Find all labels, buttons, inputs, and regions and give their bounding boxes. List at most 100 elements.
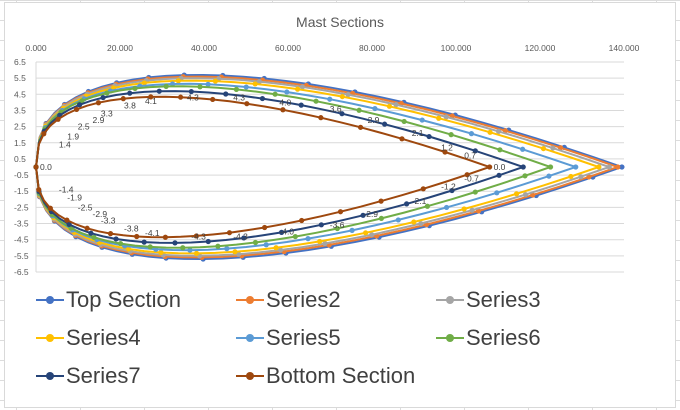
series-point[interactable]	[540, 145, 547, 152]
series-point[interactable]	[327, 96, 333, 102]
series-point[interactable]	[284, 89, 290, 95]
series-line[interactable]	[35, 79, 602, 255]
series-point[interactable]	[513, 191, 520, 197]
series-point[interactable]	[294, 86, 301, 92]
series-point[interactable]	[337, 209, 344, 215]
series-point[interactable]	[169, 81, 176, 87]
legend-item[interactable]: Bottom Section	[236, 362, 415, 390]
series-point[interactable]	[318, 115, 324, 121]
series-point[interactable]	[175, 78, 181, 84]
series-point[interactable]	[280, 107, 286, 113]
series-point[interactable]	[55, 116, 61, 122]
series-point[interactable]	[305, 236, 311, 242]
series-point[interactable]	[299, 217, 305, 224]
series-point[interactable]	[520, 164, 526, 170]
chart-legend[interactable]: Top Section Series2 Series3 Series4 Series5 S…	[36, 286, 636, 404]
series-point[interactable]	[395, 217, 401, 223]
series-point[interactable]	[259, 95, 266, 102]
series-point[interactable]	[360, 212, 366, 218]
series-point[interactable]	[520, 146, 526, 152]
series-point[interactable]	[411, 219, 417, 225]
series-point[interactable]	[378, 215, 384, 222]
series-point[interactable]	[418, 220, 424, 227]
series-point[interactable]	[113, 236, 119, 242]
series-point[interactable]	[66, 221, 72, 228]
series-point[interactable]	[76, 102, 83, 108]
series-point[interactable]	[298, 102, 304, 108]
series-point[interactable]	[619, 164, 625, 170]
series-point[interactable]	[386, 103, 393, 109]
series-point[interactable]	[64, 217, 70, 223]
series-point[interactable]	[401, 118, 407, 125]
series-point[interactable]	[399, 136, 405, 142]
series-point[interactable]	[424, 203, 430, 209]
series-point[interactable]	[141, 80, 147, 86]
series-point[interactable]	[404, 201, 410, 207]
series-point[interactable]	[95, 100, 102, 106]
series-point[interactable]	[263, 242, 269, 248]
series-point[interactable]	[127, 90, 133, 96]
series-point[interactable]	[273, 245, 279, 251]
series-point[interactable]	[606, 164, 612, 170]
series-point[interactable]	[100, 94, 106, 101]
series-point[interactable]	[252, 239, 259, 246]
series-point[interactable]	[172, 240, 178, 246]
series-point[interactable]	[156, 88, 162, 94]
series-point[interactable]	[443, 204, 450, 211]
series-point[interactable]	[36, 187, 42, 193]
series-point[interactable]	[586, 174, 592, 180]
series-point[interactable]	[147, 244, 153, 250]
series-point[interactable]	[132, 85, 138, 92]
series-point[interactable]	[382, 121, 388, 127]
series-point[interactable]	[193, 250, 200, 256]
series-point[interactable]	[356, 107, 362, 113]
series-point[interactable]	[442, 149, 448, 155]
series-point[interactable]	[277, 247, 284, 253]
legend-item[interactable]: Series7	[36, 362, 141, 390]
series-point[interactable]	[232, 249, 238, 255]
series-point[interactable]	[596, 164, 602, 170]
series-point[interactable]	[193, 233, 199, 239]
series-point[interactable]	[461, 206, 467, 212]
series-point[interactable]	[104, 90, 110, 96]
series-point[interactable]	[125, 246, 132, 252]
series-point[interactable]	[357, 124, 364, 130]
series-point[interactable]	[568, 173, 574, 180]
series-point[interactable]	[244, 101, 250, 107]
chart-area[interactable]	[4, 2, 676, 408]
series-point[interactable]	[522, 191, 529, 198]
series-point[interactable]	[252, 81, 258, 87]
series-point[interactable]	[369, 232, 375, 238]
series-point[interactable]	[322, 240, 328, 247]
series-point[interactable]	[120, 96, 126, 102]
series-point[interactable]	[215, 243, 221, 249]
series-point[interactable]	[349, 227, 355, 233]
series-point[interactable]	[256, 79, 262, 85]
legend-item[interactable]: Series2	[236, 286, 341, 314]
series-point[interactable]	[188, 88, 194, 95]
series-point[interactable]	[243, 84, 249, 90]
series-point[interactable]	[317, 238, 323, 245]
series-point[interactable]	[557, 145, 564, 151]
series-point[interactable]	[79, 98, 85, 104]
series-point[interactable]	[163, 83, 169, 89]
series-point[interactable]	[419, 117, 425, 123]
series-point[interactable]	[615, 164, 621, 170]
legend-item[interactable]: Series5	[236, 324, 341, 352]
series-point[interactable]	[522, 173, 528, 179]
series-point[interactable]	[420, 186, 426, 192]
series-point[interactable]	[117, 240, 124, 247]
series-point[interactable]	[339, 111, 345, 117]
series-point[interactable]	[378, 198, 384, 204]
series-point[interactable]	[148, 94, 154, 100]
series-point[interactable]	[197, 84, 203, 90]
series-point[interactable]	[91, 234, 97, 241]
series-point[interactable]	[339, 93, 345, 100]
series-point[interactable]	[141, 239, 147, 245]
series-point[interactable]	[318, 222, 324, 228]
series-point[interactable]	[443, 114, 449, 120]
series-point[interactable]	[205, 81, 211, 87]
series-point[interactable]	[372, 105, 378, 112]
series-point[interactable]	[292, 233, 298, 240]
